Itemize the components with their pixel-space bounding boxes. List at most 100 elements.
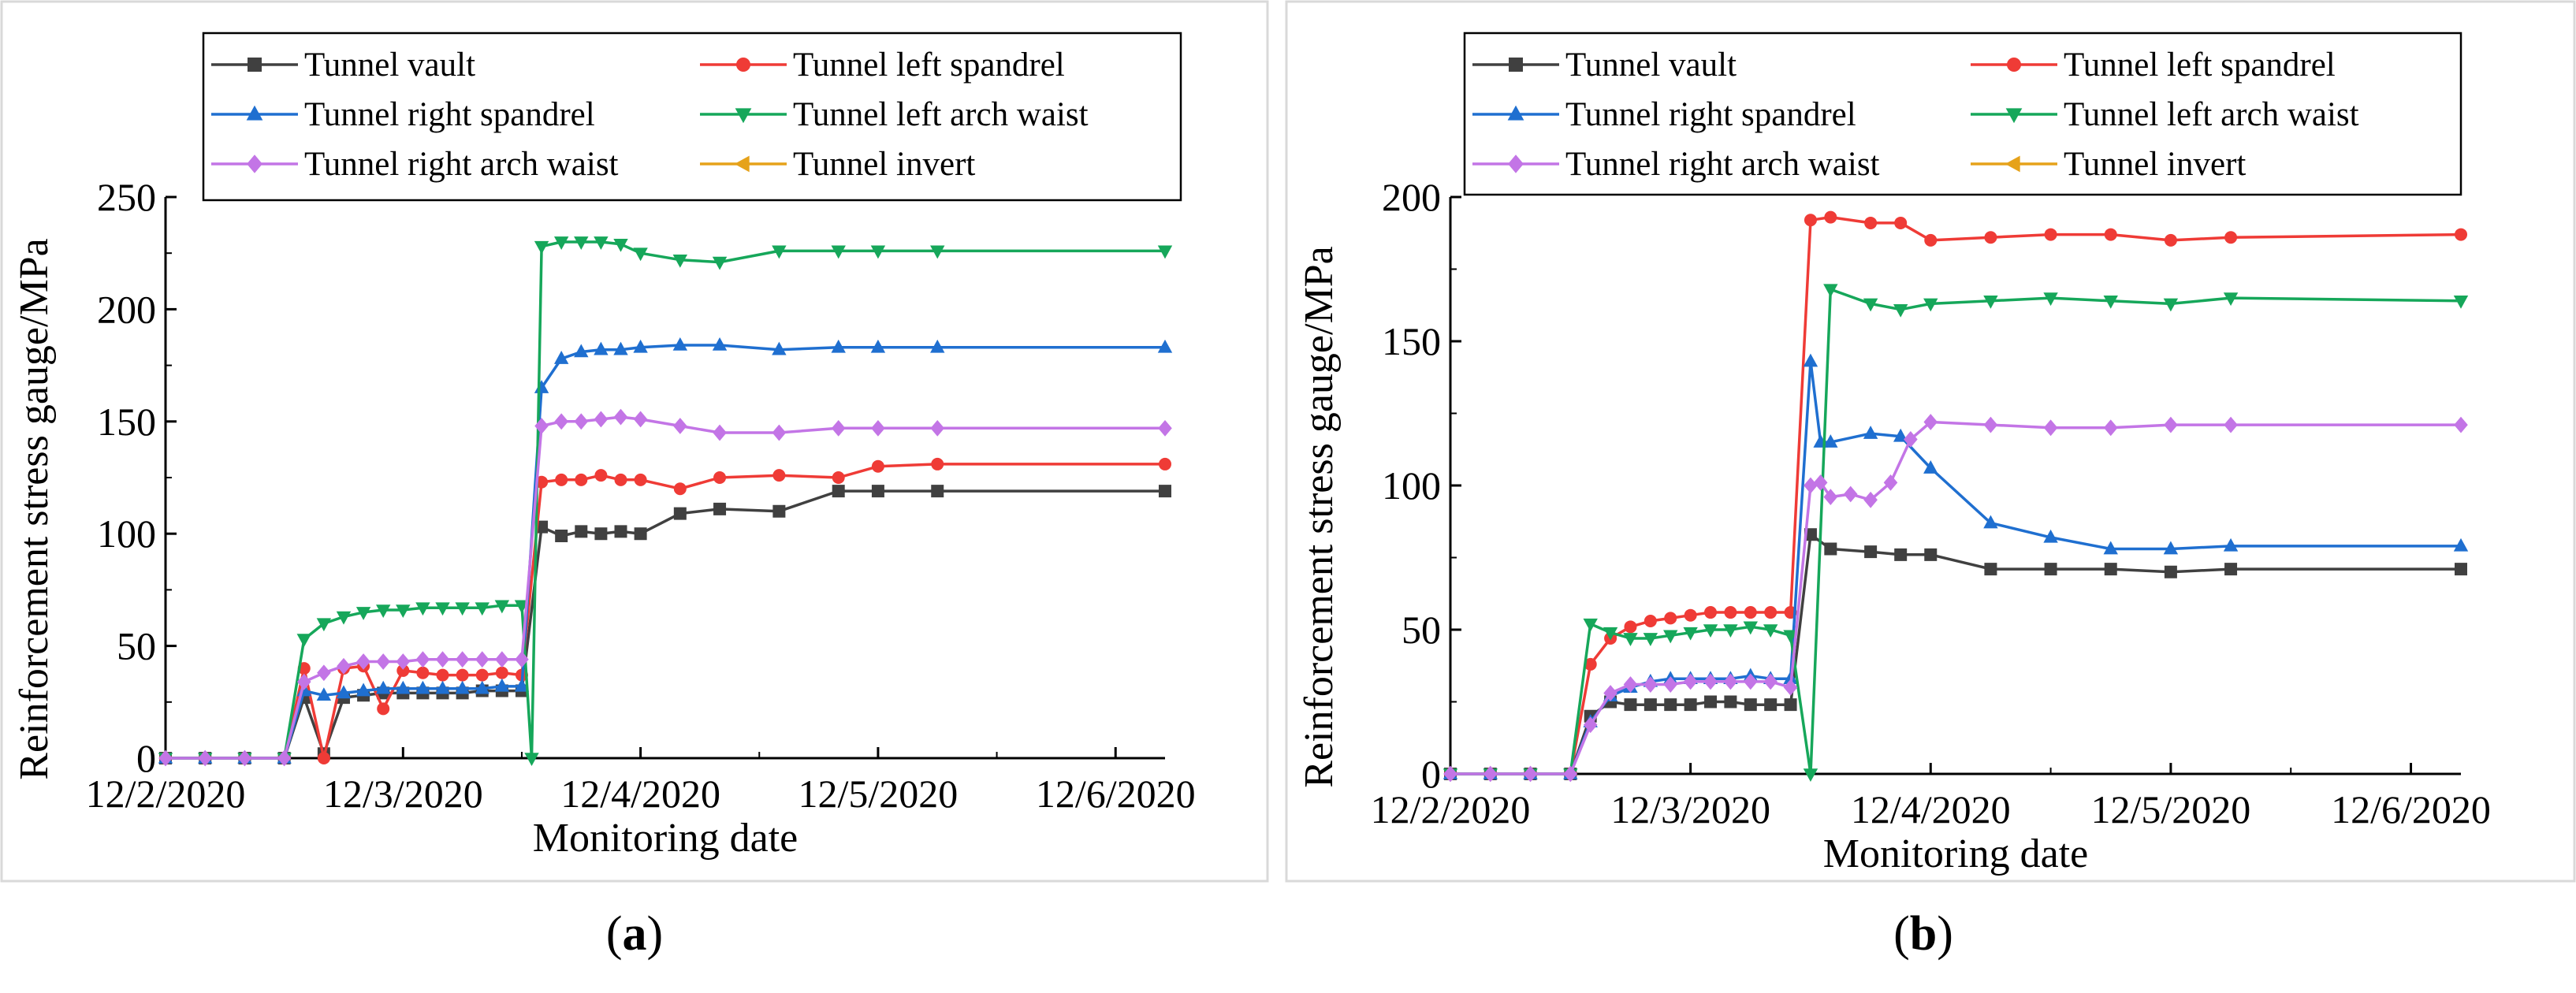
data-point: [594, 236, 609, 250]
series-tunnel-vault: [159, 485, 1171, 764]
data-point: [1904, 431, 1918, 448]
data-point: [871, 485, 884, 498]
data-point: [1823, 434, 1838, 448]
data-point: [1983, 295, 1998, 309]
data-point: [416, 666, 430, 679]
data-point: [376, 653, 390, 670]
legend-label: Tunnel invert: [793, 146, 975, 183]
data-point: [336, 611, 352, 625]
data-point: [475, 668, 489, 682]
data-point: [1984, 563, 1997, 576]
data-point: [415, 602, 430, 616]
x-axis-title: Monitoring date: [1823, 831, 2089, 876]
data-point: [831, 419, 846, 437]
data-point: [1623, 633, 1638, 646]
legend-label: Tunnel vault: [304, 46, 475, 84]
data-point: [1924, 548, 1938, 561]
data-point: [435, 602, 450, 616]
data-point: [1159, 457, 1171, 470]
x-tick-label: 12/4/2020: [560, 772, 720, 816]
data-point: [832, 485, 845, 498]
data-point: [1583, 716, 1598, 734]
data-point: [494, 600, 510, 614]
y-tick-label: 150: [97, 400, 156, 444]
y-tick-label: 250: [97, 175, 156, 219]
data-point: [2164, 416, 2178, 433]
data-point: [1924, 233, 1938, 247]
data-point: [772, 504, 786, 518]
x-tick-label: 12/5/2020: [798, 772, 959, 816]
data-point: [494, 678, 510, 692]
data-point: [495, 651, 509, 668]
data-point: [396, 604, 411, 619]
data-point: [1894, 548, 1908, 561]
data-point: [1704, 695, 1718, 708]
data-point: [1683, 627, 1698, 641]
data-point: [158, 749, 173, 767]
data-point: [772, 469, 786, 482]
data-point: [1863, 491, 1878, 508]
data-point: [1783, 630, 1798, 644]
legend-label: Tunnel left arch waist: [793, 96, 1089, 133]
series-tunnel-left-arch-waist: [158, 236, 1173, 766]
legend-marker: [735, 108, 752, 124]
data-point: [1563, 765, 1578, 783]
series-line: [166, 344, 1165, 760]
legend-marker: [1509, 58, 1523, 72]
y-tick-label: 50: [1402, 608, 1441, 652]
data-point: [1684, 698, 1697, 712]
series-line: [166, 240, 1165, 760]
data-point: [2455, 563, 2467, 576]
legend-label: Tunnel invert: [2064, 146, 2246, 183]
data-point: [435, 651, 450, 668]
x-tick-label: 12/2/2020: [86, 772, 246, 816]
y-tick-label: 0: [1421, 752, 1441, 796]
data-point: [1703, 624, 1718, 638]
series-tunnel-right-arch-waist: [1443, 414, 2468, 783]
data-point: [831, 245, 846, 259]
data-point: [1157, 339, 1173, 353]
series-line: [1450, 420, 2461, 775]
data-point: [2163, 298, 2179, 312]
data-point: [2163, 541, 2179, 555]
data-point: [316, 687, 332, 701]
data-point: [2104, 563, 2117, 576]
legend-label: Tunnel left spandrel: [2064, 46, 2336, 84]
data-point: [1724, 695, 1737, 708]
data-point: [712, 256, 728, 270]
data-point: [1864, 216, 1878, 229]
data-point: [574, 344, 589, 358]
data-point: [1824, 542, 1837, 556]
data-point: [1894, 216, 1908, 229]
data-point: [435, 680, 450, 694]
data-point: [613, 408, 628, 426]
data-point: [555, 530, 568, 543]
data-point: [356, 682, 371, 697]
data-point: [1983, 515, 1998, 529]
data-point: [277, 749, 292, 767]
data-point: [1823, 489, 1838, 506]
y-tick-label: 100: [97, 511, 156, 556]
data-point: [2224, 231, 2238, 244]
data-point: [1483, 765, 1498, 783]
data-point: [772, 341, 787, 355]
data-point: [2224, 416, 2238, 433]
series-line: [1450, 288, 2462, 775]
data-point: [831, 339, 846, 353]
data-point: [614, 473, 627, 486]
data-point: [356, 653, 370, 670]
data-point: [575, 473, 588, 486]
data-point: [614, 525, 627, 538]
data-point: [594, 411, 609, 428]
data-point: [673, 482, 687, 496]
x-tick-label: 12/4/2020: [1851, 787, 2011, 831]
data-point: [1843, 485, 1858, 503]
data-point: [1893, 303, 1908, 318]
data-point: [931, 457, 944, 470]
legend-label: Tunnel right arch waist: [304, 146, 619, 183]
data-point: [930, 419, 945, 437]
data-point: [2043, 529, 2058, 543]
series-tunnel-right-arch-waist: [158, 408, 1172, 767]
